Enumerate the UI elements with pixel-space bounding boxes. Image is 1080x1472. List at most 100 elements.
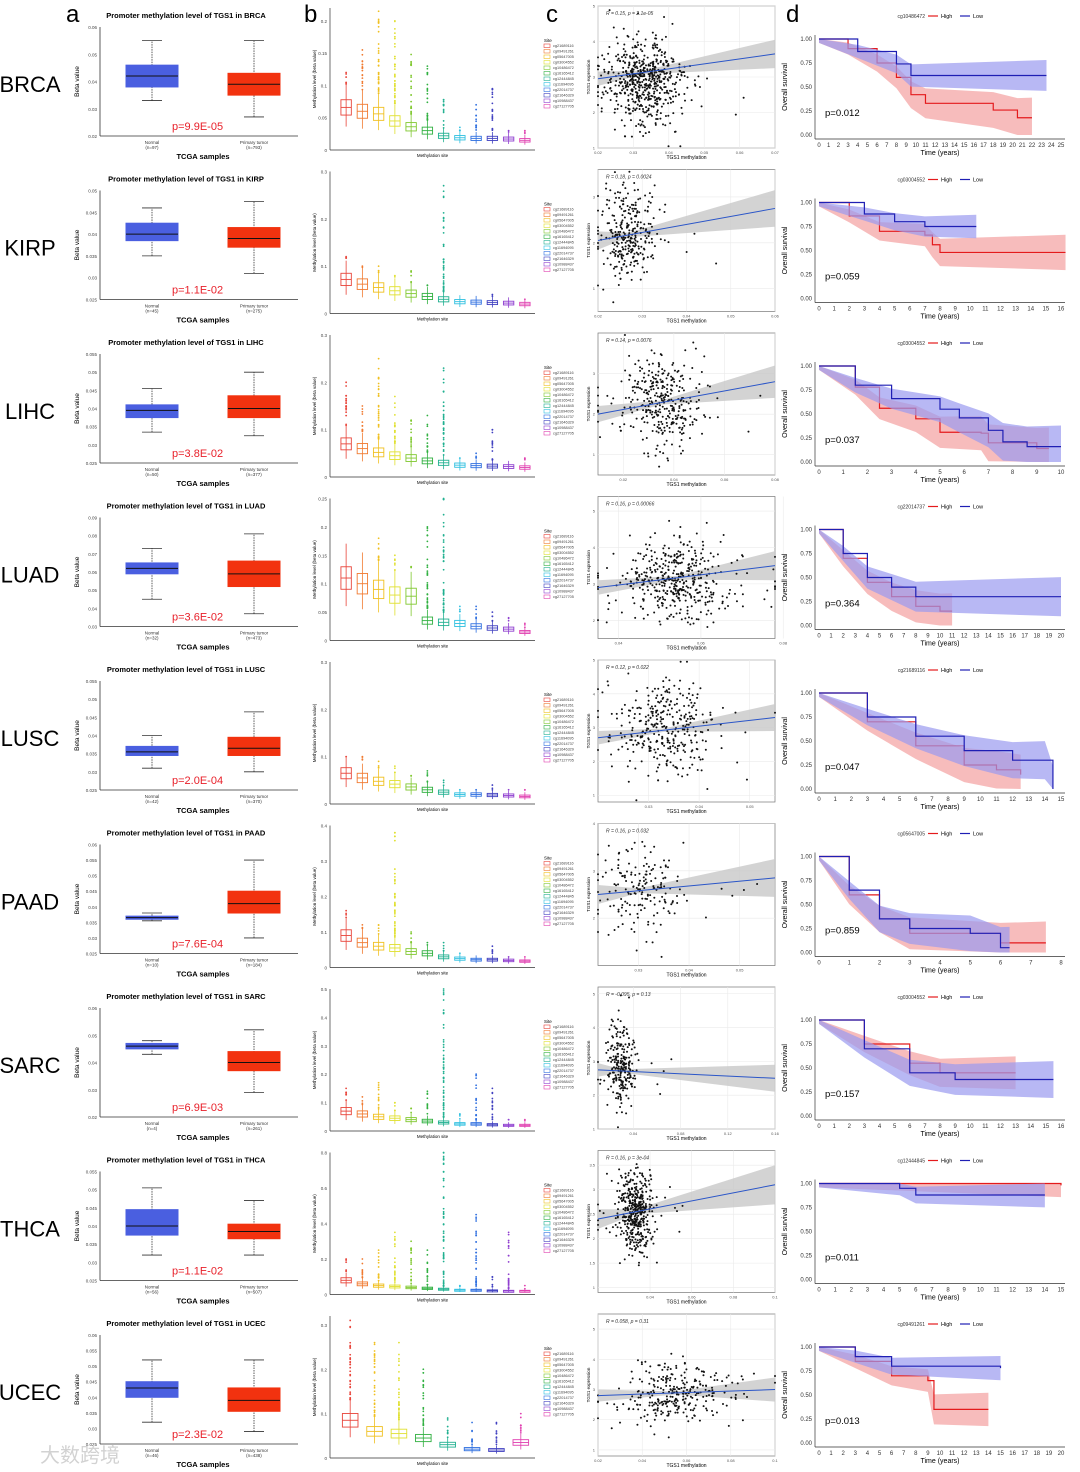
scatter-point: [622, 1208, 625, 1211]
scatter-point: [620, 906, 623, 909]
scatter-point: [607, 1059, 610, 1062]
site-outlier: [442, 1066, 445, 1069]
legend-site-label: cg09491261: [553, 213, 574, 217]
scatter-point: [662, 452, 665, 455]
scatter-point: [639, 605, 642, 608]
scatter-point: [615, 1035, 618, 1038]
scatter-point: [704, 748, 707, 751]
scatter-point: [625, 879, 628, 882]
scatter-point: [657, 49, 660, 52]
scatter-point: [634, 236, 637, 239]
scatter-point: [628, 232, 631, 235]
scatter-point: [653, 756, 656, 759]
scatter-point: [647, 1231, 650, 1234]
scatter-point: [642, 376, 645, 379]
scatter-point: [659, 70, 662, 73]
scatter-point: [660, 397, 663, 400]
legend-swatch: [543, 1063, 551, 1068]
scatter-point: [650, 105, 653, 108]
scatter-point: [608, 602, 611, 605]
km-x-tick-label: 12: [961, 634, 968, 640]
scatter-point: [633, 237, 636, 240]
scatter-point: [649, 894, 652, 897]
low-survival-curve: [819, 855, 1010, 949]
site-outlier: [426, 1112, 429, 1115]
scatter-point: [680, 106, 683, 109]
site-outlier: [442, 1171, 445, 1173]
scatter-point: [644, 234, 647, 237]
site-outlier: [442, 521, 445, 524]
scatter-point: [649, 566, 652, 569]
scatter-point: [669, 750, 672, 753]
scatter-point: [631, 109, 634, 112]
site-outlier: [523, 622, 526, 625]
y-tick-label: 2: [593, 1236, 596, 1241]
scatter-point: [627, 250, 630, 253]
c-x-axis-label: TGS1 methylation: [666, 646, 706, 652]
scatter-point: [631, 80, 634, 83]
legend-site-label: cg22014737: [553, 906, 574, 910]
scatter-point: [619, 226, 622, 229]
km-x-tick-label: 1: [848, 961, 852, 967]
site-outlier: [410, 941, 413, 944]
scatter-point: [663, 859, 666, 862]
scatter-point: [619, 59, 622, 62]
scatter-point: [649, 396, 652, 399]
site-outlier: [475, 1213, 478, 1216]
site-outlier: [475, 1261, 478, 1264]
x-tick-label: 0.04: [615, 641, 624, 646]
scatter-point: [626, 1233, 629, 1236]
scatter-point: [668, 412, 671, 415]
site-outlier: [345, 1269, 348, 1271]
scatter-point: [670, 423, 673, 426]
site-outlier: [410, 1279, 413, 1281]
scatter-point: [663, 82, 666, 85]
scatter-point: [664, 690, 667, 693]
scatter-point: [670, 57, 673, 60]
km-x-tick-label: 5: [893, 307, 897, 313]
scatter-point: [615, 55, 618, 58]
legend-swatch: [543, 223, 551, 228]
legend-swatch: [543, 883, 551, 888]
site-outlier: [475, 1109, 478, 1111]
normal-n-label: (n=45): [145, 309, 159, 314]
scatter-point: [620, 736, 623, 739]
scatter-point: [619, 1098, 622, 1101]
scatter-point: [689, 423, 692, 426]
scatter-point: [630, 236, 633, 239]
scatter-point: [628, 378, 631, 381]
legend-site-label: cg11694095: [553, 246, 574, 250]
scatter-point: [617, 908, 620, 911]
scatter-point: [665, 377, 668, 380]
scatter-point: [637, 221, 640, 224]
scatter-point: [687, 692, 690, 695]
scatter-point: [653, 352, 656, 355]
site-outlier: [426, 65, 429, 67]
scatter-point: [662, 551, 665, 554]
legend-swatch: [543, 409, 551, 414]
scatter-point: [657, 420, 660, 423]
scatter-point: [673, 534, 676, 537]
site-outlier: [393, 1281, 396, 1283]
scatter-point: [634, 108, 637, 111]
scatter-point: [628, 61, 631, 64]
legend-site-label: cg10486472: [553, 1047, 574, 1051]
scatter-point: [670, 582, 673, 585]
scatter-point: [656, 395, 659, 398]
tumor-group-label: Primary tumor: [240, 958, 269, 963]
y-tick-label: 0.02: [88, 134, 97, 139]
site-outlier: [377, 436, 380, 439]
km-x-tick-label: 7: [902, 634, 906, 640]
scatter-point: [672, 58, 675, 61]
scatter-point: [663, 72, 666, 75]
km-x-tick-label: 6: [963, 470, 967, 476]
site-outlier: [361, 88, 364, 91]
legend-site-label: cg16165412: [553, 889, 574, 893]
scatter-point: [617, 84, 620, 87]
scatter-point: [647, 405, 650, 408]
scatter-point: [642, 599, 645, 602]
scatter-point: [678, 406, 681, 409]
site-outlier: [361, 1273, 364, 1276]
scatter-point: [622, 197, 625, 200]
c-y-axis-label: TGS1 expression: [586, 386, 591, 421]
